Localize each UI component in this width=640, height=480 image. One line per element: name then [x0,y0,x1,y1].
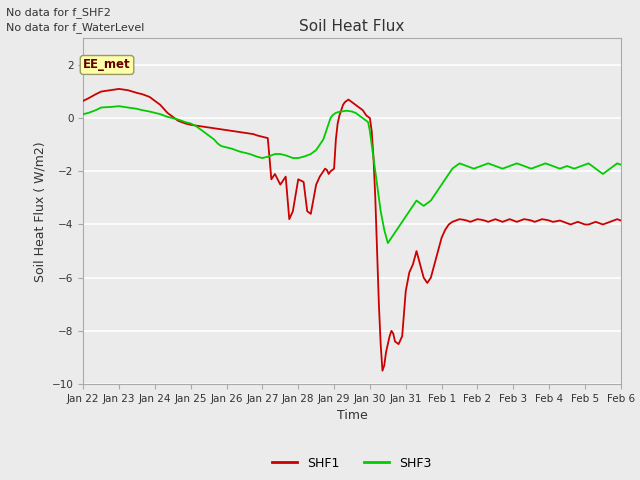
X-axis label: Time: Time [337,409,367,422]
Title: Soil Heat Flux: Soil Heat Flux [300,20,404,35]
Y-axis label: Soil Heat Flux ( W/m2): Soil Heat Flux ( W/m2) [33,141,46,281]
Text: No data for f_SHF2: No data for f_SHF2 [6,7,111,18]
Legend: SHF1, SHF3: SHF1, SHF3 [267,452,437,475]
Text: No data for f_WaterLevel: No data for f_WaterLevel [6,22,145,33]
Text: EE_met: EE_met [83,59,131,72]
